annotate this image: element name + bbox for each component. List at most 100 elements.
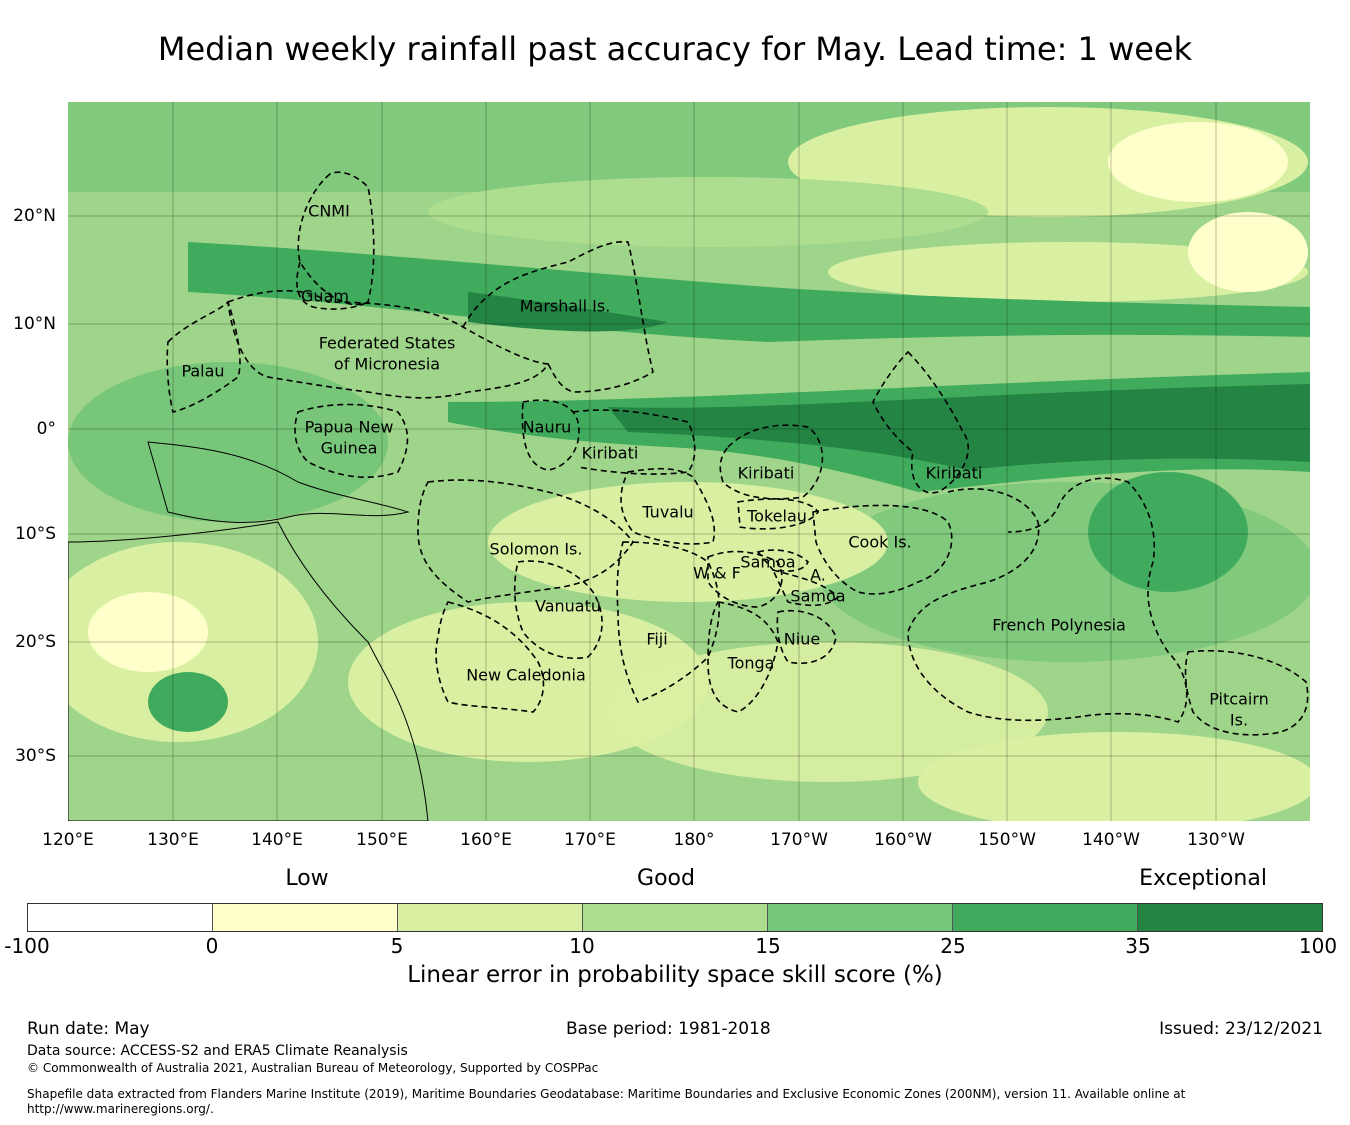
pitcairn-boundary bbox=[1184, 649, 1309, 736]
region-label-wallis-futuna: W & F bbox=[693, 563, 741, 583]
colorbar-tick: 15 bbox=[755, 934, 781, 958]
lon-label-150e: 150°E bbox=[356, 830, 408, 850]
skill-patch bbox=[88, 592, 208, 672]
region-label-niue: Niue bbox=[783, 629, 821, 649]
colorbar-title: Linear error in probability space skill … bbox=[407, 962, 943, 988]
copyright: © Commonwealth of Australia 2021, Austra… bbox=[27, 1061, 599, 1075]
legend-category-exceptional: Exceptional bbox=[1139, 866, 1267, 891]
region-label-kiribati-west: Kiribati bbox=[581, 443, 639, 463]
lon-label-180: 180° bbox=[673, 830, 715, 850]
region-label-samoa: Samoa bbox=[740, 552, 796, 572]
png-boundary bbox=[294, 403, 409, 478]
colorbar-tick: 5 bbox=[390, 934, 404, 958]
lon-label-160e: 160°E bbox=[460, 830, 512, 850]
samoa-boundary bbox=[756, 549, 809, 572]
skill-patch bbox=[148, 672, 228, 732]
skill-patch bbox=[1088, 472, 1248, 592]
lon-label-130w: 130°W bbox=[1187, 830, 1245, 850]
colorbar-tick: 25 bbox=[940, 934, 966, 958]
lat-label-10n: 10°N bbox=[13, 314, 56, 334]
colorbar bbox=[27, 903, 1323, 932]
vanuatu-boundary bbox=[513, 560, 603, 659]
legend-category-low: Low bbox=[285, 866, 329, 891]
marshall-boundary bbox=[462, 241, 654, 393]
new-caledonia-boundary bbox=[435, 601, 545, 713]
map-canvas bbox=[68, 102, 1310, 821]
lon-label-140w: 140°W bbox=[1082, 830, 1140, 850]
eez-boundaries bbox=[166, 171, 1309, 736]
skill-patch bbox=[1188, 212, 1308, 292]
base-period: Base period: 1981-2018 bbox=[566, 1019, 771, 1039]
palau-boundary bbox=[166, 300, 241, 413]
guam-boundary bbox=[296, 261, 369, 310]
lat-label-20n: 20°N bbox=[13, 206, 56, 226]
region-label-nauru: Nauru bbox=[522, 417, 572, 437]
skill-patch bbox=[608, 642, 1048, 782]
region-label-cook: Cook Is. bbox=[848, 532, 912, 552]
tonga-boundary bbox=[707, 601, 779, 713]
issued-date: Issued: 23/12/2021 bbox=[1159, 1019, 1323, 1039]
niue-boundary bbox=[776, 610, 837, 664]
colorbar-segment bbox=[768, 904, 953, 931]
french-polynesia-boundary bbox=[907, 477, 1188, 723]
lon-label-170w: 170°W bbox=[770, 830, 828, 850]
colorbar-segment bbox=[953, 904, 1138, 931]
kiribati-central-boundary bbox=[719, 424, 824, 500]
skill-patch bbox=[1108, 122, 1288, 202]
lon-label-160w: 160°W bbox=[874, 830, 932, 850]
lon-label-150w: 150°W bbox=[978, 830, 1036, 850]
shapefile-url: http://www.marineregions.org/. bbox=[27, 1102, 214, 1116]
lat-label-30s: 30°S bbox=[15, 746, 56, 766]
region-label-palau: Palau bbox=[181, 361, 225, 381]
graticule bbox=[68, 102, 1310, 821]
colorbar-segment bbox=[28, 904, 213, 931]
region-label-png-line1: Papua New bbox=[304, 417, 394, 437]
colorbar-segment bbox=[583, 904, 768, 931]
solomon-boundary bbox=[417, 479, 634, 603]
skill-patch bbox=[828, 242, 1308, 302]
region-label-american-samoa-line2: Samoa bbox=[790, 586, 846, 606]
new-guinea-coastline bbox=[147, 441, 410, 523]
american-samoa-boundary bbox=[771, 568, 840, 607]
region-label-fsm-line1: Federated States bbox=[318, 333, 456, 353]
australia-coastline bbox=[68, 521, 429, 821]
colorbar-tick: 10 bbox=[569, 934, 595, 958]
tokelau-boundary bbox=[737, 498, 819, 530]
region-label-pitcairn-line1: Pitcairn bbox=[1209, 689, 1269, 709]
lon-label-130e: 130°E bbox=[147, 830, 199, 850]
nauru-boundary bbox=[521, 399, 580, 471]
cook-boundary bbox=[812, 504, 953, 595]
legend-category-good: Good bbox=[637, 866, 695, 891]
colorbar-tick: 35 bbox=[1125, 934, 1151, 958]
skill-patch bbox=[918, 732, 1310, 821]
region-label-marshall: Marshall Is. bbox=[519, 296, 611, 316]
region-label-tuvalu: Tuvalu bbox=[642, 502, 694, 522]
tuvalu-boundary bbox=[620, 467, 716, 545]
fiji-boundary bbox=[616, 541, 720, 704]
shapefile-credit: Shapefile data extracted from Flanders M… bbox=[27, 1087, 1186, 1101]
region-label-tonga: Tonga bbox=[727, 653, 775, 673]
region-label-fsm-line2: of Micronesia bbox=[333, 354, 441, 374]
region-label-pitcairn-line2: Is. bbox=[1229, 710, 1249, 730]
cnmi-boundary bbox=[297, 171, 375, 306]
wallis-futuna-boundary bbox=[707, 550, 783, 608]
colorbar-tick: 100 bbox=[1298, 934, 1338, 958]
colorbar-tick: 0 bbox=[205, 934, 219, 958]
region-label-kiribati-east: Kiribati bbox=[925, 463, 983, 483]
lon-label-170e: 170°E bbox=[564, 830, 616, 850]
lat-label-0: 0° bbox=[36, 419, 56, 439]
region-label-fiji: Fiji bbox=[646, 629, 668, 649]
skill-band bbox=[468, 292, 668, 332]
region-label-vanuatu: Vanuatu bbox=[534, 596, 602, 616]
skill-patch bbox=[488, 482, 888, 602]
region-label-solomon: Solomon Is. bbox=[489, 539, 583, 559]
region-label-american-samoa-line1: A. bbox=[810, 565, 826, 585]
lat-label-10s: 10°S bbox=[15, 524, 56, 544]
map-title: Median weekly rainfall past accuracy for… bbox=[157, 30, 1193, 68]
colorbar-tick: -100 bbox=[4, 934, 50, 958]
skill-band bbox=[188, 242, 1310, 342]
region-label-cnmi: CNMI bbox=[308, 201, 350, 221]
skill-band bbox=[608, 384, 1310, 470]
lon-label-120e: 120°E bbox=[42, 830, 94, 850]
kiribati-west-boundary bbox=[572, 409, 696, 475]
